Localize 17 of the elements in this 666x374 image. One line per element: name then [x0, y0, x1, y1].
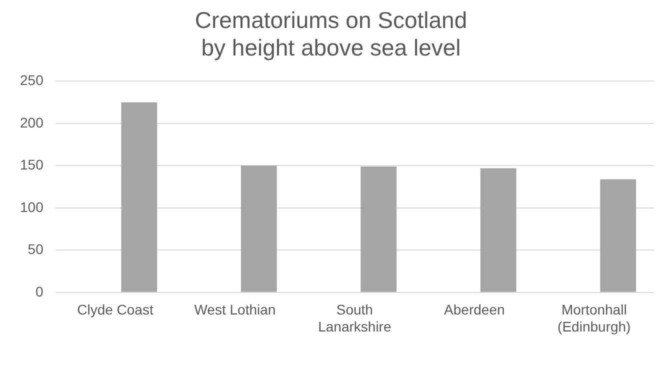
y-tick-label: 50 — [28, 241, 44, 258]
x-tick-label: Clyde Coast — [77, 302, 154, 318]
bar — [240, 166, 277, 292]
y-tick-label: 100 — [20, 198, 44, 215]
y-tick-label: 150 — [20, 156, 44, 173]
x-tick-label: West Lothian — [194, 302, 276, 318]
y-tick-label: 0 — [36, 283, 44, 300]
x-tick-label: South Lanarkshire — [318, 302, 392, 334]
chart-title: Crematoriums on Scotland by height above sea level — [194, 7, 468, 61]
y-tick-label: 250 — [20, 72, 44, 88]
bar — [360, 166, 397, 292]
bar — [480, 168, 516, 292]
bar — [121, 102, 158, 292]
x-tick-label: Mortonhall (Edinburgh) — [558, 302, 631, 334]
x-tick-label: Aberdeen — [444, 302, 505, 318]
y-tick-label: 200 — [20, 114, 44, 130]
bar — [600, 179, 636, 292]
